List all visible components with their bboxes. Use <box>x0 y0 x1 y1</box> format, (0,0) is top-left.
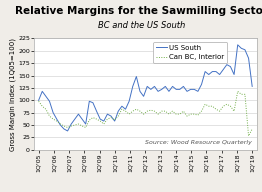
Text: Relative Margins for the Sawmilling Sector: Relative Margins for the Sawmilling Sect… <box>15 6 262 16</box>
US South <box>251 85 254 88</box>
Legend: US South, Can BC, Interior: US South, Can BC, Interior <box>153 42 227 63</box>
Text: BC and the US South: BC and the US South <box>98 21 185 30</box>
Y-axis label: Gross Margin Index (1Q05=100): Gross Margin Index (1Q05=100) <box>9 38 16 151</box>
US South <box>95 110 98 112</box>
US South <box>66 130 69 132</box>
Can BC, Interior <box>171 110 174 112</box>
US South <box>102 120 105 122</box>
Line: US South: US South <box>39 45 252 131</box>
US South <box>174 88 178 91</box>
US South <box>77 113 80 115</box>
US South <box>113 120 116 122</box>
Can BC, Interior <box>73 124 77 126</box>
Can BC, Interior <box>106 118 109 120</box>
Can BC, Interior <box>236 90 239 93</box>
Can BC, Interior <box>37 100 40 102</box>
Can BC, Interior <box>91 116 95 119</box>
Can BC, Interior <box>99 120 102 122</box>
Text: Source: Wood Resource Quarterly: Source: Wood Resource Quarterly <box>145 140 252 145</box>
Line: Can BC, Interior: Can BC, Interior <box>39 91 252 136</box>
US South <box>236 44 239 46</box>
US South <box>37 99 40 101</box>
Can BC, Interior <box>251 128 254 130</box>
Can BC, Interior <box>110 116 113 119</box>
US South <box>110 115 113 117</box>
Can BC, Interior <box>247 135 250 137</box>
